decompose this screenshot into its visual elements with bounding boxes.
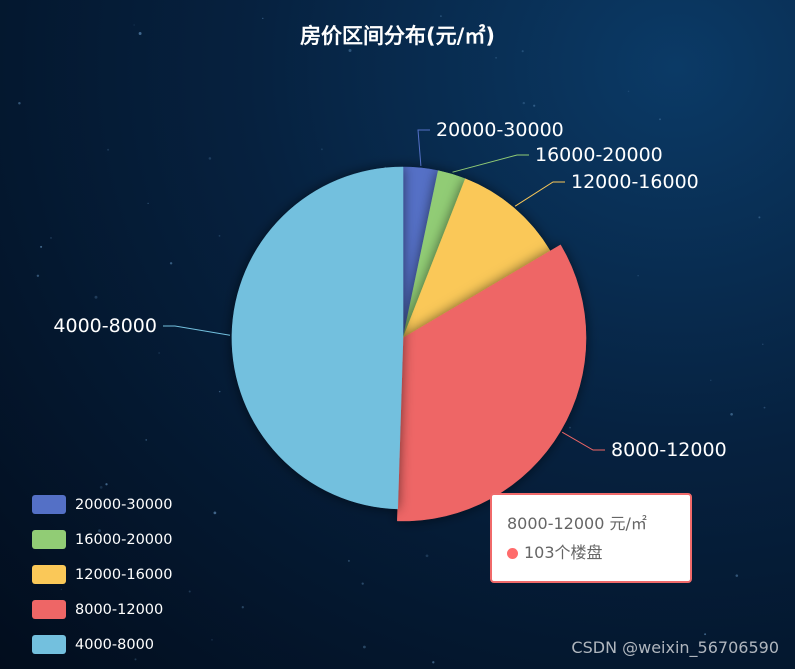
slice-label-12000-16000: 12000-16000 <box>571 171 699 193</box>
legend-item-16000-20000[interactable]: 16000-20000 <box>32 522 173 557</box>
legend-item-8000-12000[interactable]: 8000-12000 <box>32 592 173 627</box>
star <box>320 148 323 151</box>
legend-item-20000-30000[interactable]: 20000-30000 <box>32 487 173 522</box>
star <box>18 102 21 105</box>
label-line-12000-16000 <box>514 181 565 207</box>
slice-label-16000-20000: 16000-20000 <box>535 144 663 166</box>
star <box>40 245 43 248</box>
star <box>758 216 761 219</box>
star <box>637 275 639 277</box>
star <box>762 343 764 345</box>
chart-title: 房价区间分布(元/㎡) <box>300 24 495 48</box>
star <box>363 645 366 649</box>
star <box>145 439 148 441</box>
star <box>211 639 213 641</box>
star <box>627 90 630 93</box>
legend-label: 12000-16000 <box>75 566 173 583</box>
tooltip-value-row: 103个楼盘 <box>507 540 690 566</box>
pie-slice-8000-12000 <box>397 244 587 522</box>
legend-swatch <box>32 600 66 619</box>
label-line-16000-20000 <box>452 154 529 173</box>
pie-slice-12000-16000 <box>402 178 551 339</box>
watermark: CSDN @weixin_56706590 <box>571 638 779 657</box>
star <box>659 118 661 121</box>
label-line-4000-8000 <box>163 325 231 336</box>
star <box>105 483 108 486</box>
tooltip-value: 103个楼盘 <box>524 543 603 562</box>
star <box>36 274 40 278</box>
star <box>569 426 571 429</box>
star <box>710 379 712 381</box>
slice-label-8000-12000: 8000-12000 <box>611 439 727 461</box>
star <box>730 412 733 416</box>
star <box>188 590 191 593</box>
pie-slice-4000-8000 <box>231 166 404 510</box>
star <box>361 582 364 585</box>
star <box>138 32 142 35</box>
legend-swatch <box>32 495 66 514</box>
label-line-8000-12000 <box>561 431 605 451</box>
star <box>440 15 442 17</box>
star <box>735 574 739 577</box>
star <box>134 658 137 661</box>
slice-label-4000-8000: 4000-8000 <box>53 315 157 337</box>
star <box>432 661 435 664</box>
star <box>391 33 394 36</box>
star <box>763 406 766 409</box>
legend-label: 16000-20000 <box>75 531 173 548</box>
star <box>241 606 244 609</box>
star <box>262 17 264 20</box>
star <box>169 262 173 265</box>
star <box>208 157 212 160</box>
star <box>50 237 52 239</box>
star <box>533 104 536 107</box>
star <box>495 56 498 59</box>
legend-label: 20000-30000 <box>75 496 173 513</box>
star <box>133 24 135 26</box>
tooltip-marker-icon <box>507 547 518 559</box>
star <box>158 352 160 354</box>
slice-label-20000-30000: 20000-30000 <box>436 119 564 141</box>
star <box>704 633 707 636</box>
star <box>98 529 101 533</box>
legend-item-12000-16000[interactable]: 12000-16000 <box>32 557 173 592</box>
star <box>213 511 217 515</box>
star <box>425 554 429 558</box>
star <box>347 559 350 562</box>
star <box>99 486 103 489</box>
legend-label: 8000-12000 <box>75 601 164 618</box>
legend-swatch <box>32 530 66 549</box>
star <box>521 50 524 53</box>
star <box>147 202 149 205</box>
chart-legend: 20000-30000 16000-20000 12000-16000 8000-12… <box>32 487 173 662</box>
chart-tooltip: 8000-12000 元/㎡ 103个楼盘 <box>490 493 692 583</box>
legend-label: 4000-8000 <box>75 636 155 653</box>
star <box>218 390 221 393</box>
star <box>107 148 110 151</box>
label-line-20000-30000 <box>417 129 430 166</box>
star <box>94 295 98 299</box>
star <box>522 101 526 105</box>
legend-swatch <box>32 635 66 654</box>
legend-swatch <box>32 565 66 584</box>
legend-item-4000-8000[interactable]: 4000-8000 <box>32 627 173 662</box>
tooltip-title: 8000-12000 元/㎡ <box>507 514 647 533</box>
star <box>60 588 62 591</box>
star <box>348 49 352 52</box>
star <box>218 235 221 237</box>
